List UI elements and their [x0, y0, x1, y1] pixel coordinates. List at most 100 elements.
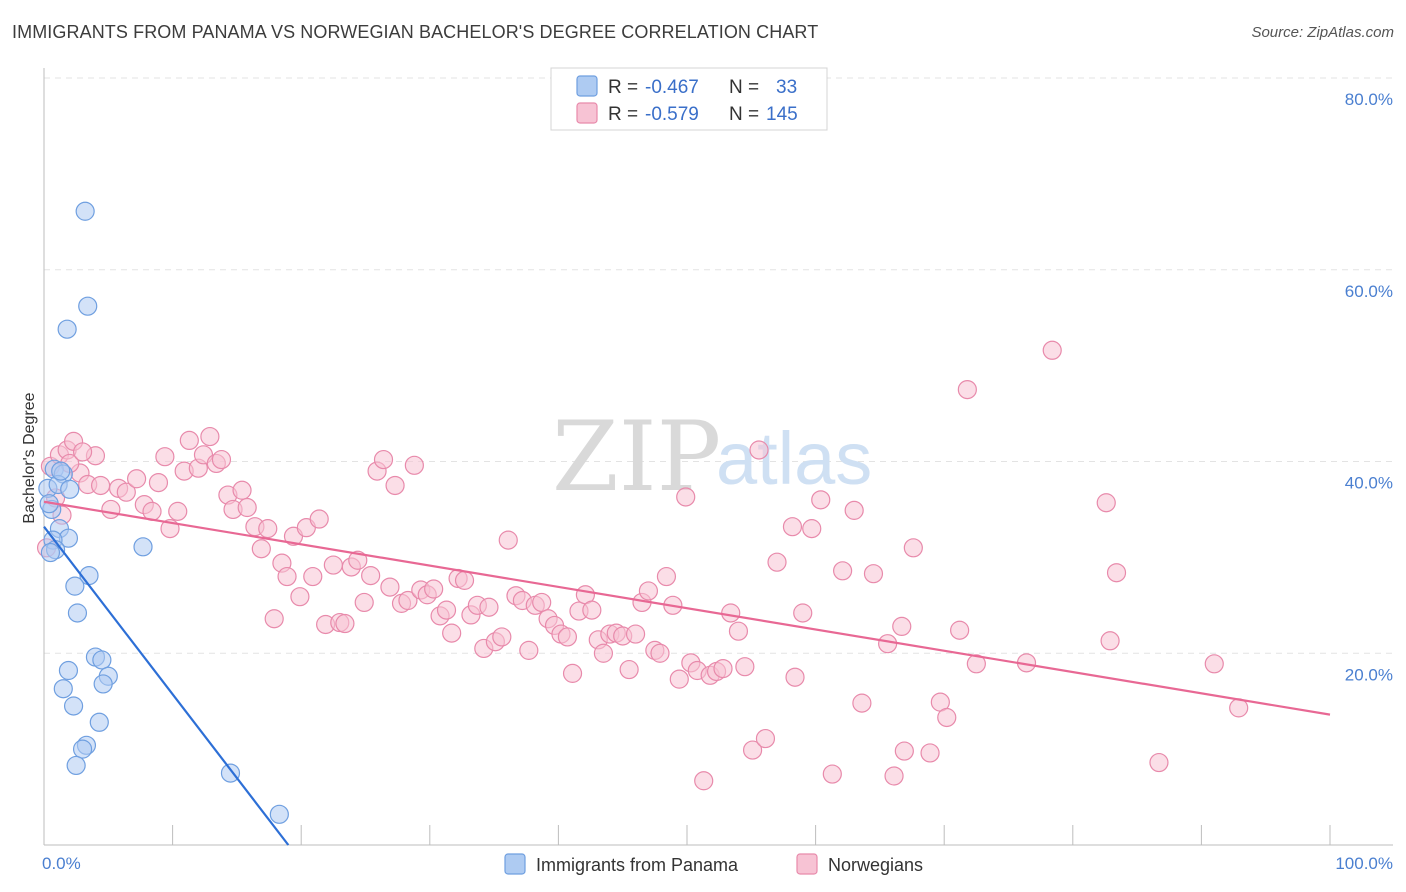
panama-point [269, 804, 289, 824]
legend-r-value-2: -0.579 [645, 104, 699, 125]
norwegians-point [380, 577, 400, 597]
norwegians-point [811, 490, 831, 510]
norwegians-point [72, 442, 93, 462]
norwegians-point [348, 550, 368, 570]
norwegians-point [593, 643, 614, 663]
norwegians-point [878, 634, 898, 654]
norwegians-point [785, 667, 805, 687]
y-axis-title: Bachelor's Degree [21, 392, 38, 523]
norwegians-point [373, 449, 394, 470]
norwegians-point [950, 620, 970, 640]
norwegians-point [361, 565, 381, 586]
panama-point [60, 479, 80, 499]
x-axis-ticks [172, 825, 1331, 845]
norwegians-point [335, 613, 355, 634]
norwegians-point [833, 561, 853, 581]
norwegians-point [211, 449, 232, 470]
chart-title: IMMIGRANTS FROM PANAMA VS NORWEGIAN BACH… [12, 22, 819, 42]
norwegians-point [1100, 631, 1120, 651]
trend-lines [43, 500, 1331, 846]
panama-point [92, 650, 112, 670]
norwegians-point [844, 500, 864, 520]
watermark-atlas: atlas [716, 417, 872, 500]
norwegians-point [721, 603, 741, 623]
norwegians-point [519, 640, 539, 660]
norwegians-point [884, 766, 904, 786]
norwegians-point [735, 657, 755, 677]
x-tick-label-min: 0.0% [42, 854, 81, 873]
norwegians-trend-line [43, 500, 1331, 716]
norwegians-point [650, 643, 670, 663]
bottom-legend-label-panama: Immigrants from Panama [536, 855, 739, 875]
norwegians-point [404, 455, 424, 475]
norwegians-point [1204, 654, 1224, 674]
norwegians-point [303, 566, 323, 587]
norwegians-point [290, 587, 310, 607]
norwegians-point [479, 597, 499, 617]
panama-point [65, 576, 85, 596]
norwegians-point [532, 592, 552, 613]
panama-point [58, 660, 79, 681]
norwegians-point [742, 740, 763, 760]
panama-point [53, 679, 73, 699]
norwegians-point [894, 741, 914, 761]
norwegians-point [966, 654, 986, 674]
panama-point [93, 674, 113, 694]
panama-point [78, 296, 98, 316]
panama-trend-line [43, 526, 290, 846]
norwegians-point [126, 469, 147, 489]
panama-point [220, 763, 241, 783]
norwegians-point [179, 430, 199, 451]
y-tick-labels: 20.0% 40.0% 60.0% 80.0% [1345, 90, 1393, 684]
norwegians-point [619, 659, 639, 680]
panama-point [133, 537, 153, 557]
norwegians-point [625, 624, 646, 644]
norwegians-point [793, 603, 813, 623]
legend-swatch-pink [576, 102, 598, 124]
legend-r-label-2: R = [608, 104, 638, 125]
panama-point [51, 461, 71, 481]
norwegians-points [36, 340, 1249, 791]
norwegians-point [398, 590, 418, 611]
norwegians-point [232, 480, 252, 500]
gridlines [44, 77, 1393, 654]
norwegians-point [676, 487, 696, 507]
legend-n-value-1: 33 [776, 77, 797, 98]
legend-n-label-2: N = [729, 104, 759, 125]
panama-point [66, 755, 86, 776]
norwegians-point [1096, 493, 1116, 513]
y-tick-label: 20.0% [1345, 665, 1393, 684]
norwegians-point [557, 627, 578, 647]
norwegians-point [168, 501, 188, 521]
norwegians-point [749, 440, 769, 460]
norwegians-point [155, 447, 175, 467]
norwegians-point [755, 728, 776, 749]
norwegians-point [436, 600, 457, 620]
norwegians-point [101, 499, 121, 520]
source-label: Source: ZipAtlas.com [1251, 24, 1394, 41]
y-tick-label: 80.0% [1345, 90, 1393, 109]
norwegians-point [782, 517, 803, 537]
norwegians-point [713, 658, 733, 679]
norwegians-point [309, 509, 329, 529]
x-tick-label-max: 100.0% [1335, 854, 1393, 873]
norwegians-point [1042, 340, 1062, 360]
norwegians-point [492, 627, 512, 647]
norwegians-point [385, 475, 405, 496]
top-legend: R = -0.467 N = 33 R = -0.579 N = 145 [550, 67, 828, 131]
norwegians-point [957, 379, 977, 400]
norwegians-point [237, 497, 257, 518]
bottom-legend-label-norwegians: Norwegians [828, 855, 923, 875]
norwegians-point [148, 472, 169, 493]
norwegians-point [454, 570, 475, 590]
y-tick-label: 40.0% [1345, 474, 1393, 493]
norwegians-point [656, 566, 677, 587]
panama-point [57, 319, 77, 339]
norwegians-point [852, 693, 872, 713]
norwegians-point [200, 426, 220, 447]
norwegians-point [694, 771, 714, 791]
panama-point [72, 739, 93, 759]
legend-r-label-1: R = [608, 77, 638, 98]
norwegians-point [277, 566, 297, 587]
norwegians-point [562, 663, 583, 683]
